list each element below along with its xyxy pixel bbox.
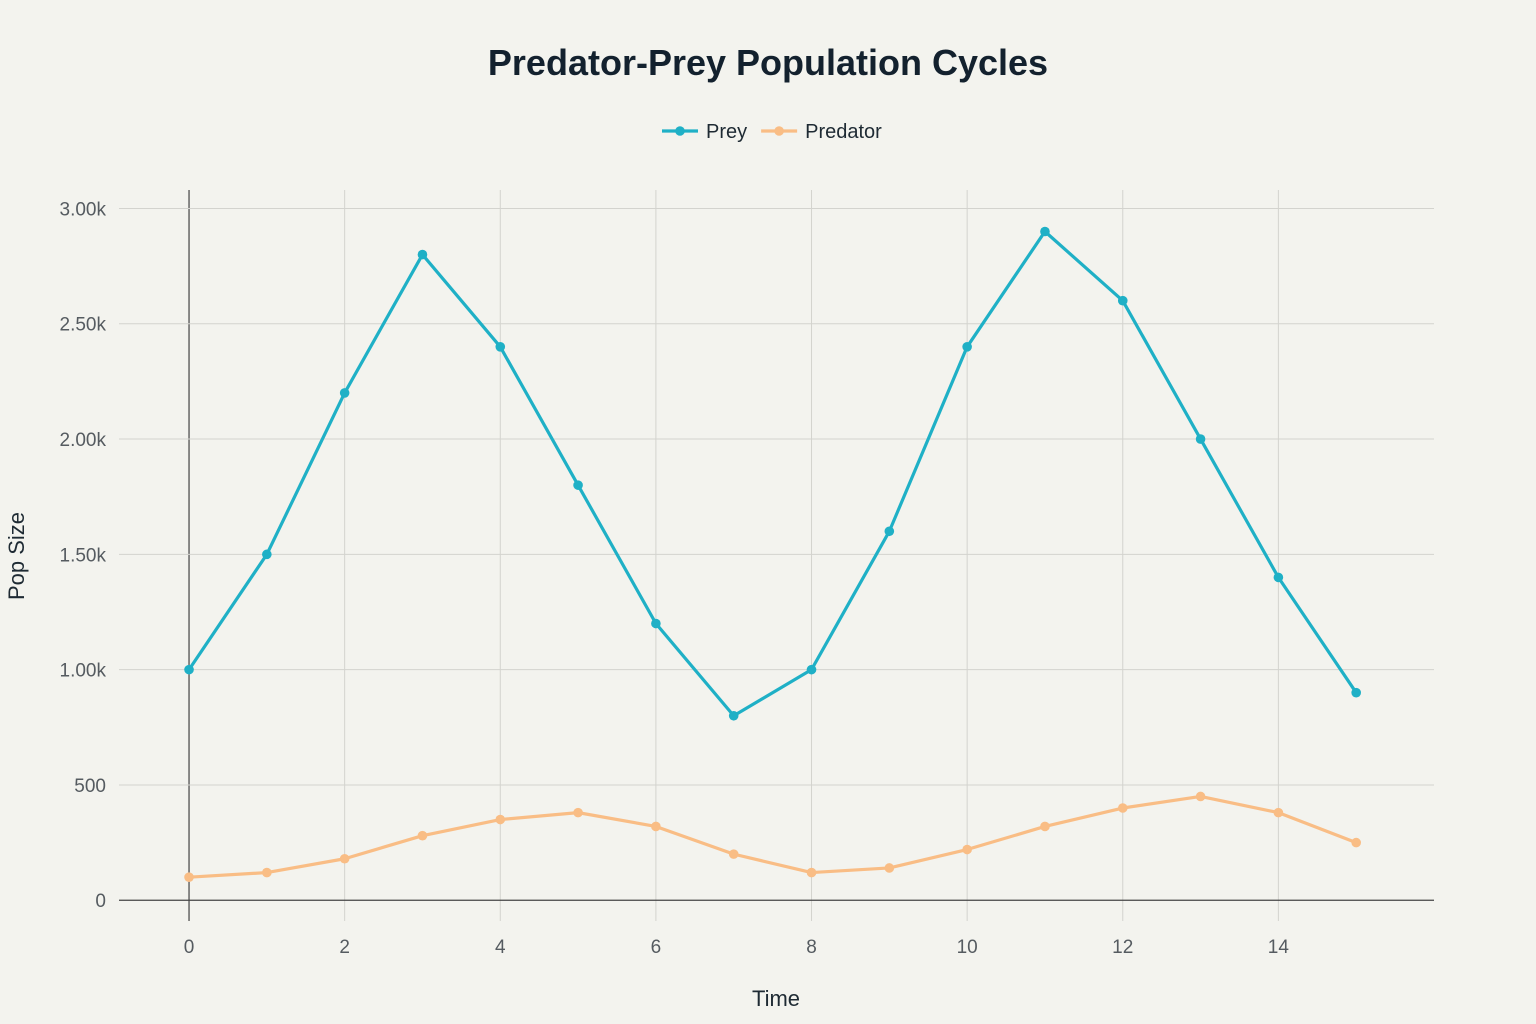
series-predator [184, 791, 1361, 882]
x-tick-label: 2 [339, 937, 350, 958]
predator-point [1195, 791, 1206, 802]
prey-point [1273, 572, 1284, 583]
predator-point [1117, 803, 1128, 813]
prey-point [1351, 687, 1361, 698]
predator-point [417, 830, 428, 841]
x-tick-label: 14 [1268, 937, 1290, 958]
x-tick-label: 6 [651, 937, 662, 958]
y-axis-ticks: 0 500 1.00k 1.50k 2.00k 2.50k 3.00k [60, 199, 107, 912]
legend-swatch-marker [675, 126, 685, 136]
x-axis-title: Time [752, 986, 800, 1011]
y-tick-label: 3.00k [60, 199, 107, 220]
predator-point [1351, 837, 1361, 848]
prey-point [573, 480, 583, 490]
prey-point [884, 526, 895, 537]
predator-point [262, 867, 272, 878]
prey-point [962, 342, 972, 352]
y-tick-label: 2.00k [60, 430, 107, 451]
prey-point [1195, 434, 1206, 444]
prey-line [187, 229, 1358, 718]
series-prey [184, 226, 1361, 721]
predator-point [728, 849, 739, 859]
prey-point [339, 388, 350, 398]
y-tick-label: 500 [74, 776, 106, 797]
y-axis-title: Pop Size [4, 512, 29, 600]
prey-point [806, 664, 817, 675]
x-tick-label: 8 [806, 937, 817, 958]
x-tick-label: 12 [1112, 937, 1133, 958]
prey-point [262, 549, 272, 560]
prey-point [184, 664, 194, 675]
legend-item-predator[interactable]: Predator [761, 121, 882, 143]
y-tick-label: 2.50k [60, 315, 107, 336]
y-tick-label: 1.50k [60, 545, 107, 566]
grid [119, 190, 1434, 921]
legend-label: Prey [706, 121, 747, 143]
predator-point [806, 867, 817, 878]
prey-point [651, 618, 661, 629]
x-tick-label: 4 [495, 937, 506, 958]
legend-swatch-marker [774, 126, 784, 136]
y-tick-label: 1.00k [60, 661, 107, 682]
legend-label: Predator [805, 121, 882, 143]
prey-point [728, 710, 739, 721]
prey-point [1040, 226, 1050, 237]
prey-point [1117, 295, 1128, 306]
predator-point [184, 872, 194, 882]
prey-point [417, 249, 428, 260]
predator-point [1273, 807, 1284, 818]
predator-point [495, 814, 506, 825]
x-axis-ticks: 0 2 4 6 8 10 12 14 [184, 937, 1290, 958]
predator-point [573, 807, 583, 818]
x-tick-label: 0 [184, 937, 195, 958]
predator-point [962, 844, 972, 855]
predator-point [1040, 821, 1050, 832]
series-layer [184, 226, 1361, 882]
predator-point [651, 821, 661, 832]
predator-line [187, 794, 1358, 879]
legend-item-prey[interactable]: Prey [662, 121, 747, 143]
predator-point [884, 863, 895, 873]
legend[interactable]: Prey Predator [662, 121, 882, 143]
y-tick-label: 0 [95, 891, 106, 912]
x-tick-label: 10 [957, 937, 978, 958]
prey-point [495, 342, 506, 352]
predator-point [339, 853, 350, 864]
chart-title: Predator-Prey Population Cycles [488, 42, 1048, 83]
